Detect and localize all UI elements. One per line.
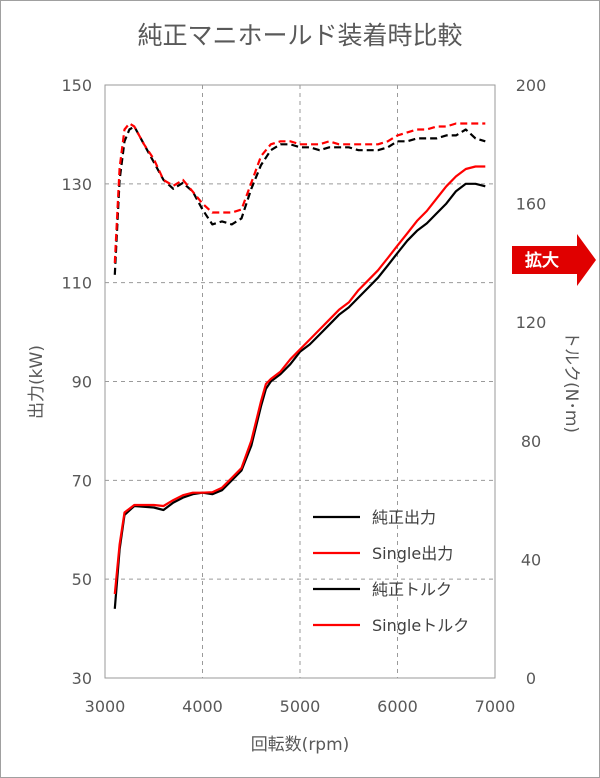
x-tick-label: 4000 — [182, 697, 223, 716]
x-tick-label: 3000 — [85, 697, 126, 716]
series-line-torque-stock — [113, 125, 486, 275]
series-line-power-single — [113, 165, 486, 595]
left-axis-ticks: 30 50 70 90 110 130 150 — [61, 76, 92, 688]
series-lines — [113, 122, 486, 609]
series-line-torque-single — [113, 122, 486, 263]
right-tick-label: 0 — [526, 669, 536, 688]
plot-area-border — [104, 84, 496, 679]
legend-label: 純正トルク — [372, 580, 452, 599]
left-tick-label: 50 — [72, 570, 92, 589]
series-line-power-stock — [113, 182, 486, 609]
chart-title: 純正マニホールド装着時比較 — [137, 21, 462, 50]
left-tick-label: 150 — [61, 76, 92, 95]
x-axis-ticks: 3000 4000 5000 6000 7000 — [85, 697, 516, 716]
left-tick-label: 130 — [61, 175, 92, 194]
right-axis-label: トルク(N･m) — [561, 331, 581, 433]
expand-label: 拡大 — [525, 250, 559, 271]
left-tick-label: 70 — [72, 471, 92, 490]
arrow-right-icon — [512, 234, 596, 286]
expand-button[interactable]: 拡大 — [512, 234, 596, 286]
left-tick-label: 30 — [72, 669, 92, 688]
right-tick-label: 80 — [521, 432, 541, 451]
x-tick-label: 6000 — [377, 697, 418, 716]
legend-label: Singleトルク — [372, 616, 469, 635]
x-axis-label: 回転数(rpm) — [251, 735, 350, 755]
x-tick-label: 5000 — [280, 697, 321, 716]
grid-lines — [105, 85, 495, 678]
legend-label: 純正出力 — [372, 508, 436, 527]
right-tick-label: 200 — [516, 76, 547, 95]
right-tick-label: 120 — [516, 313, 547, 332]
right-tick-label: 40 — [521, 550, 541, 569]
right-tick-label: 160 — [516, 195, 547, 214]
left-tick-label: 90 — [72, 373, 92, 392]
left-tick-label: 110 — [61, 274, 92, 293]
legend-label: Single出力 — [372, 544, 453, 563]
right-axis-ticks: 0 40 80 120 160 200 — [516, 76, 547, 688]
left-axis-label: 出力(kW) — [27, 345, 47, 419]
x-tick-label: 7000 — [475, 697, 516, 716]
